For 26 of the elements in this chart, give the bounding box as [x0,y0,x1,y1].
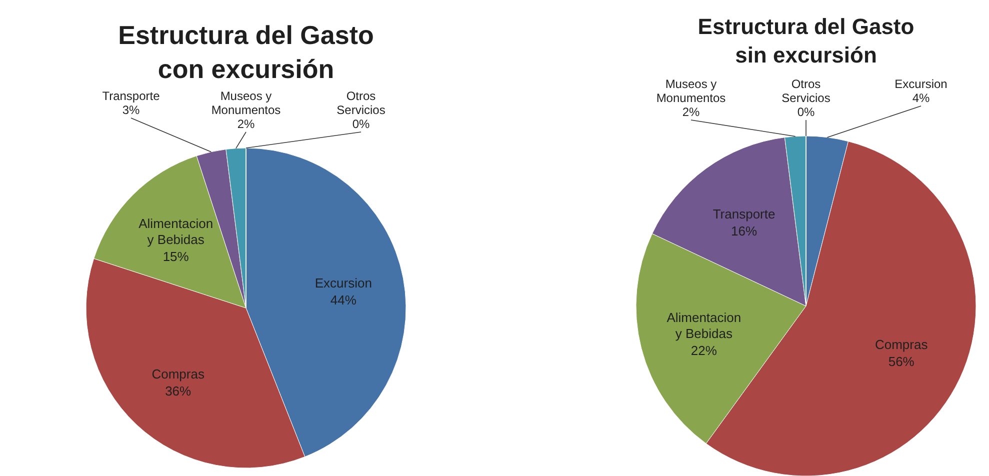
data-label: 36% [165,383,192,398]
slice-label: Alimentacion y Bebidas [666,310,742,342]
slice-label: Transporte [712,206,776,222]
chart-title: Estructura del Gasto sin excursión [698,14,914,68]
chart-title: Estructura del Gasto con excursión [118,20,374,84]
data-label: 3% [122,103,140,117]
data-label: 15% [162,248,190,264]
data-label: 56% [888,354,915,369]
data-label: 22% [690,343,718,358]
data-label: 44% [330,292,357,308]
category-label: Otros Servicios [336,89,386,117]
category-label: Otros Servicios [782,77,830,105]
slice-label: Museos y Monumentos [211,89,281,117]
data-label: 16% [731,224,758,239]
slice-label: Alimentacion y Bebidas [138,216,214,247]
slice-label: Transporte [102,89,160,103]
data-label: 2% [237,117,255,131]
slice-label: Compras [874,336,928,352]
slice-label: Compras [152,366,205,382]
slice-label: Excursion [314,275,372,290]
text: 0% [797,105,815,119]
data-label: 2% [682,105,700,119]
slice-label: Museos y Monumentos [656,77,726,105]
text: 0% [352,117,370,131]
slice-label: Excursion [894,77,948,91]
data-label: 4% [912,91,930,105]
